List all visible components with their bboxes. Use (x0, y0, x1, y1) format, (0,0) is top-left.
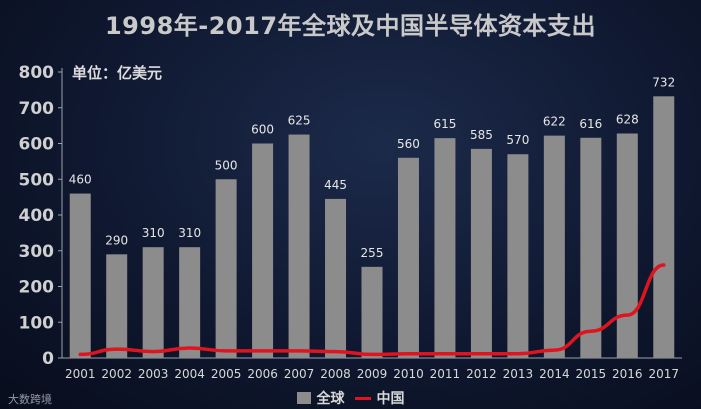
bar-value-label: 570 (506, 133, 529, 147)
bar-value-label: 600 (251, 123, 274, 137)
legend-label-global: 全球 (316, 391, 345, 407)
bar (434, 138, 456, 358)
x-tick-label: 2016 (612, 367, 643, 381)
x-tick-label: 2009 (357, 367, 388, 381)
legend-swatch-global (296, 392, 311, 404)
bar (397, 157, 419, 358)
y-tick-label: 800 (19, 63, 55, 83)
bar-value-label: 290 (105, 233, 128, 247)
y-tick-label: 300 (19, 242, 55, 262)
legend: 全球 中国 (0, 388, 701, 408)
bar (69, 193, 91, 358)
y-tick-label: 0 (42, 349, 54, 369)
bar-value-label: 732 (652, 75, 675, 89)
chart-title: 1998年-2017年全球及中国半导体资本支出 (104, 12, 597, 40)
x-tick-label: 2014 (539, 367, 570, 381)
x-tick-label: 2011 (430, 367, 461, 381)
bar-value-label: 616 (579, 117, 602, 131)
bar (325, 198, 347, 358)
bar-value-label: 622 (543, 115, 566, 129)
y-tick-label: 600 (19, 135, 55, 155)
unit-label: 单位：亿美元 (72, 64, 163, 82)
bar (470, 148, 492, 358)
y-tick-label: 200 (19, 278, 55, 298)
x-tick-label: 2013 (503, 367, 534, 381)
bar (288, 134, 310, 358)
x-tick-label: 2003 (138, 367, 169, 381)
bar (106, 254, 128, 358)
x-tick-label: 2010 (393, 367, 424, 381)
bar-value-label: 255 (361, 246, 384, 260)
bar-value-label: 560 (397, 137, 420, 151)
bar-value-label: 585 (470, 128, 493, 142)
watermark: 大数跨境 (8, 393, 52, 406)
bar (543, 135, 565, 358)
china-series-line (78, 263, 666, 357)
y-tick-label: 100 (19, 313, 55, 333)
bar-value-label: 310 (142, 226, 165, 240)
bar (616, 133, 638, 358)
bar (215, 179, 237, 358)
x-tick-label: 2008 (320, 367, 351, 381)
bar (179, 247, 201, 358)
x-tick-label: 2002 (101, 367, 132, 381)
legend-swatch-china (354, 396, 371, 400)
x-tick-label: 2015 (576, 367, 607, 381)
legend-label-china: 中国 (376, 391, 405, 407)
x-tick-label: 2007 (284, 367, 315, 381)
bar (252, 143, 274, 358)
x-tick-label: 2005 (211, 367, 242, 381)
bar (653, 96, 675, 358)
y-tick-label: 700 (19, 99, 55, 119)
y-tick-label: 400 (19, 206, 55, 226)
x-tick-label: 2004 (174, 367, 205, 381)
bar-value-label: 500 (215, 158, 238, 172)
bar-value-label: 628 (616, 112, 639, 126)
bar-value-label: 310 (178, 226, 201, 240)
bar-value-label: 625 (288, 114, 311, 128)
y-tick-label: 500 (19, 170, 55, 190)
x-tick-label: 2001 (65, 367, 96, 381)
x-tick-label: 2017 (648, 367, 679, 381)
bar (142, 247, 164, 358)
bar-value-label: 460 (69, 173, 92, 187)
x-tick-label: 2012 (466, 367, 497, 381)
x-tick-label: 2006 (247, 367, 278, 381)
bar (580, 137, 602, 358)
bar (361, 266, 383, 358)
bar-value-label: 615 (433, 117, 456, 131)
bar-value-label: 445 (324, 178, 347, 192)
bar (507, 154, 529, 358)
